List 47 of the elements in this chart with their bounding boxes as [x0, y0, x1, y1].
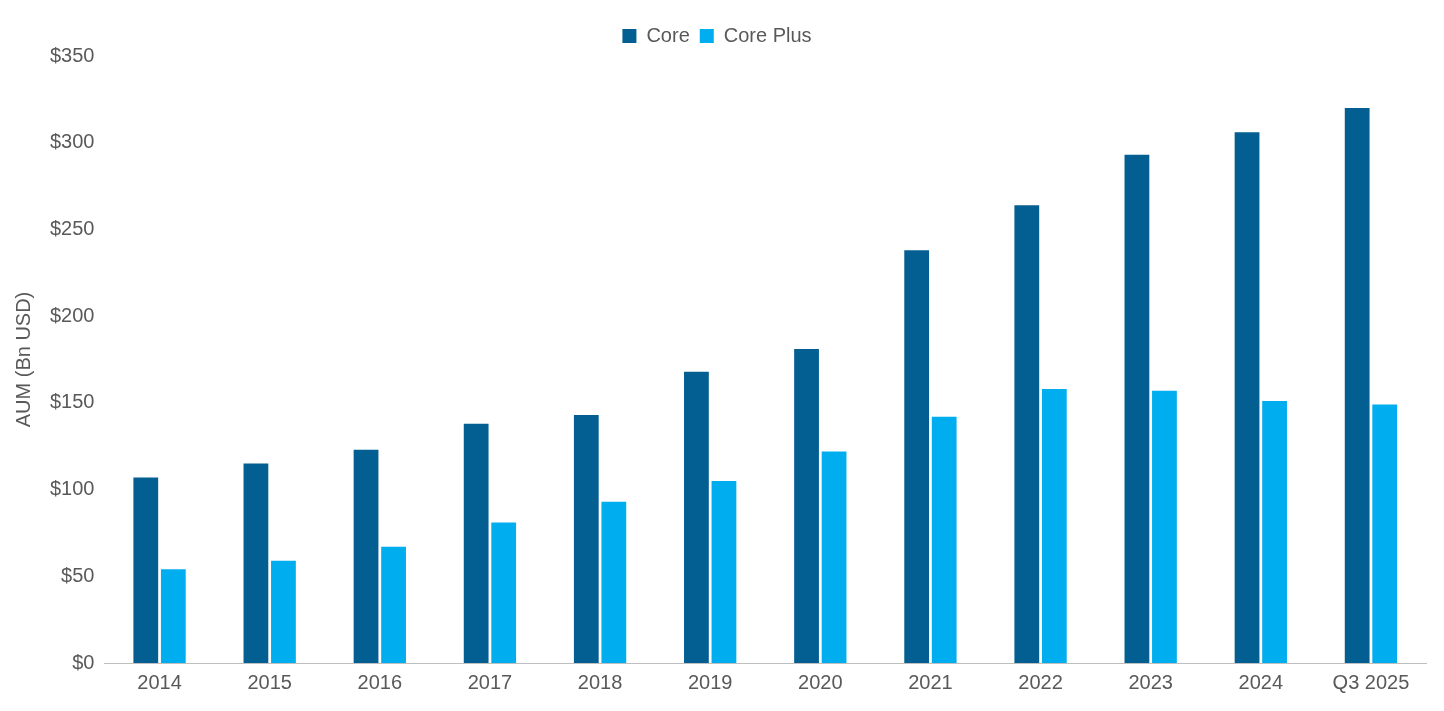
x-tick-label: 2019 — [687, 670, 733, 693]
x-tick-label: 2014 — [137, 670, 182, 693]
y-tick-label: $150 — [49, 390, 95, 413]
x-tick-label: 2022 — [1018, 670, 1063, 693]
bar — [1234, 132, 1260, 663]
y-tick-label: $50 — [61, 563, 95, 586]
bar — [1124, 154, 1150, 663]
bar — [1262, 401, 1287, 663]
bar — [491, 522, 517, 663]
x-tick-label: 2018 — [577, 670, 623, 693]
bar — [1041, 388, 1067, 663]
y-axis-title: AUM (Bn USD) — [11, 291, 34, 428]
x-tick-label: 2023 — [1128, 670, 1173, 693]
x-tick-label: 2015 — [247, 670, 292, 693]
y-tick-label: $0 — [72, 650, 95, 673]
x-tick-label: 2021 — [908, 670, 953, 693]
x-tick-label: 2016 — [357, 670, 403, 693]
bar — [1014, 205, 1040, 663]
bar — [711, 480, 737, 663]
bar — [243, 463, 269, 663]
y-tick-label: $200 — [49, 303, 95, 326]
legend-label: Core — [646, 23, 690, 46]
bar — [794, 349, 819, 663]
y-tick-label: $300 — [49, 130, 95, 153]
legend-label: Core Plus — [723, 23, 812, 46]
bar — [160, 569, 186, 663]
y-tick-label: $250 — [49, 216, 95, 239]
bar — [353, 449, 379, 663]
bar — [133, 477, 159, 663]
bar — [463, 423, 489, 663]
bar — [271, 560, 296, 663]
bar — [601, 501, 627, 663]
bar — [1372, 404, 1398, 663]
y-tick-label: $100 — [49, 477, 95, 500]
y-tick-label: $350 — [49, 43, 95, 66]
x-tick-label: 2017 — [467, 670, 513, 693]
bar — [1344, 108, 1370, 663]
x-tick-label: Q3 2025 — [1332, 670, 1410, 693]
bar — [573, 415, 599, 663]
x-tick-label: 2020 — [798, 670, 843, 693]
bar — [684, 371, 709, 663]
bar — [1152, 390, 1177, 663]
x-tick-label: 2024 — [1238, 670, 1284, 693]
bar — [931, 416, 957, 663]
bar — [821, 451, 847, 663]
bar — [904, 250, 930, 663]
bar — [381, 546, 406, 663]
